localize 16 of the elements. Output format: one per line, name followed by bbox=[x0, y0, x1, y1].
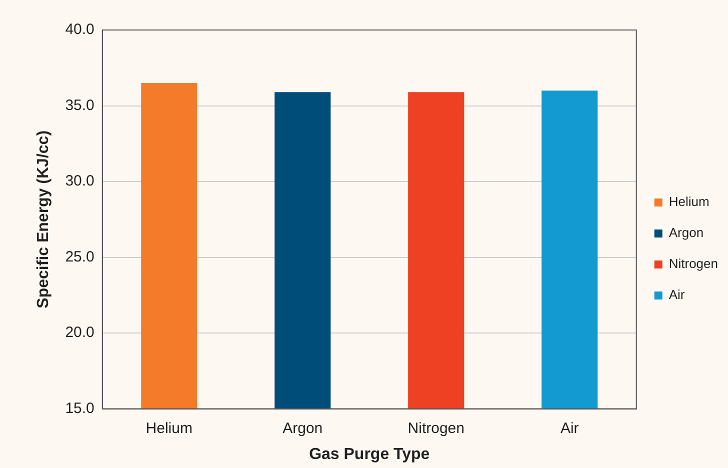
legend-label: Argon bbox=[668, 225, 704, 240]
x-tick-label: Nitrogen bbox=[408, 420, 464, 437]
y-tick-label: 20.0 bbox=[65, 324, 94, 342]
y-tick-label: 40.0 bbox=[65, 21, 94, 38]
x-tick-label: Helium bbox=[146, 420, 192, 437]
y-axis-title: Specific Energy (KJ/cc) bbox=[35, 130, 52, 308]
y-tick-label: 15.0 bbox=[65, 400, 94, 417]
y-tick-label: 30.0 bbox=[65, 172, 94, 190]
x-tick-label: Air bbox=[560, 420, 579, 437]
legend-label: Air bbox=[668, 287, 686, 302]
legend-label: Helium bbox=[668, 194, 710, 210]
y-tick-label: 25.0 bbox=[65, 248, 94, 266]
y-tick-label: 35.0 bbox=[65, 96, 94, 114]
x-axis-title: Gas Purge Type bbox=[309, 446, 430, 463]
legend-label: Nitrogen bbox=[668, 256, 718, 272]
x-tick-label: Argon bbox=[282, 420, 323, 437]
